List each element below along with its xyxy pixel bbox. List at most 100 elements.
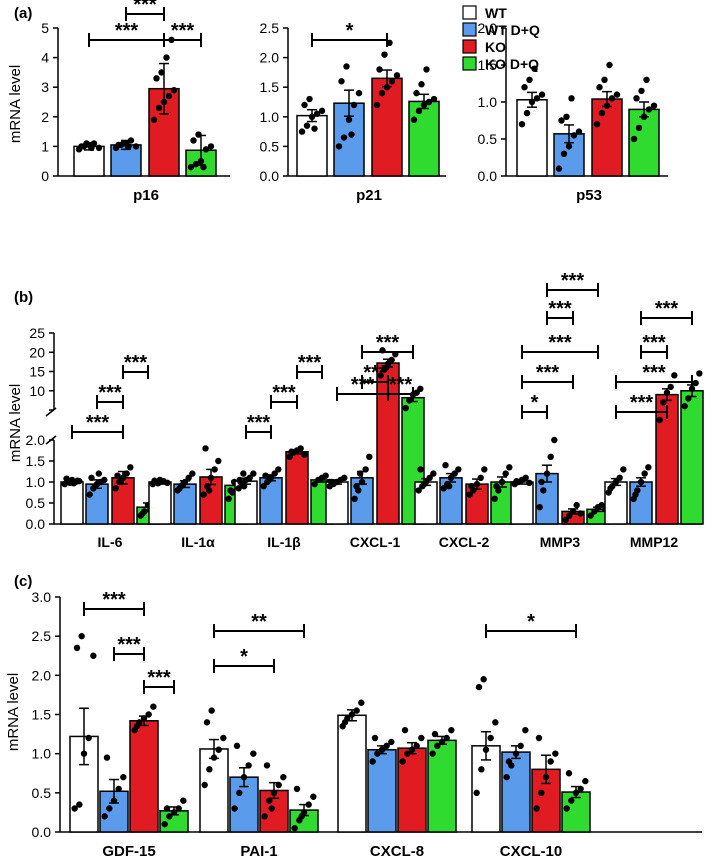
data-point [366, 453, 373, 460]
data-point [638, 87, 645, 95]
data-point [227, 487, 234, 494]
data-point [482, 746, 490, 753]
data-point [560, 150, 568, 157]
y-tick-label: 1.5 [32, 707, 52, 723]
legend-label: KO D+Q [485, 56, 539, 72]
sig-label: *** [124, 352, 148, 374]
data-point [297, 445, 304, 452]
data-point [205, 487, 213, 494]
data-point [90, 652, 97, 659]
data-point [513, 477, 520, 485]
data-point [335, 143, 343, 150]
data-point [376, 66, 383, 73]
sig-label: *** [272, 382, 296, 404]
y-tick-label: 3 [41, 79, 49, 95]
sig-label: *** [548, 298, 572, 320]
y-tick-label: 2.0 [478, 20, 498, 36]
sig-label: *** [389, 374, 413, 396]
data-point [417, 466, 424, 473]
data-point [202, 146, 210, 153]
data-point [423, 66, 430, 73]
data-point [76, 801, 83, 808]
data-point [86, 491, 93, 498]
data-point [362, 466, 369, 473]
data-point [200, 163, 207, 171]
data-point [633, 95, 640, 102]
group-1: IL-1α [148, 445, 248, 550]
data-point [555, 165, 563, 172]
data-point [445, 483, 453, 490]
data-point [373, 101, 381, 109]
data-point [250, 470, 257, 477]
data-point [158, 69, 165, 76]
data-point [155, 104, 163, 112]
y-tick-label: 3.0 [32, 589, 52, 605]
data-point [117, 476, 125, 484]
data-point [114, 472, 121, 479]
data-point [95, 470, 103, 477]
data-point [120, 140, 127, 147]
data-point [203, 719, 211, 726]
data-point [179, 480, 187, 488]
data-point [593, 121, 601, 128]
data-point [377, 372, 384, 379]
data-point [73, 644, 81, 652]
data-point [356, 470, 364, 477]
x-category-label: IL-1α [181, 534, 215, 550]
data-point [566, 512, 573, 519]
data-point [406, 397, 413, 404]
data-point [225, 495, 232, 502]
data-point [355, 89, 363, 97]
data-point [270, 789, 278, 797]
data-point [630, 135, 638, 143]
data-point [215, 746, 222, 753]
data-point [538, 789, 545, 797]
data-point [358, 478, 366, 486]
data-point [517, 742, 524, 750]
bar-p16-0 [73, 145, 105, 177]
data-point [481, 466, 488, 473]
bar-b4-2 [465, 483, 489, 525]
data-point [211, 466, 218, 473]
data-point [533, 95, 541, 102]
bar-b1-0 [148, 481, 172, 525]
data-point [502, 470, 509, 477]
data-point [577, 510, 584, 517]
data-point [681, 402, 688, 410]
data-point [393, 72, 401, 79]
data-point [473, 789, 480, 797]
data-point [262, 472, 269, 479]
data-point [643, 76, 650, 84]
data-point [200, 491, 207, 498]
y-tick-label: 1.5 [26, 453, 46, 469]
data-point [163, 54, 170, 61]
data-point [288, 448, 295, 455]
data-point [448, 726, 455, 734]
sig-label: *** [147, 667, 171, 689]
data-point [551, 436, 558, 444]
data-point [512, 750, 520, 757]
data-point [503, 773, 510, 781]
data-point [570, 132, 578, 139]
data-point [164, 479, 171, 487]
data-point [91, 483, 99, 490]
bar-b5-0 [510, 481, 534, 525]
y-tick-label: 2.0 [32, 667, 52, 683]
panel-b: (b) mRNA level 10 15 20 25 0.0 0.5 1.0 1.5 2.0 IL-6… [7, 270, 704, 550]
data-point [160, 98, 168, 106]
y-tick-label: 0.5 [26, 495, 46, 511]
data-point [101, 813, 108, 820]
data-point [438, 738, 446, 746]
x-category-label: CXCL-8 [370, 843, 424, 860]
data-point [562, 516, 569, 523]
data-point [275, 466, 282, 473]
data-point [318, 107, 326, 115]
data-point [303, 122, 311, 129]
data-point [101, 476, 108, 484]
data-point [408, 746, 416, 753]
data-point [265, 476, 273, 484]
data-point [404, 750, 411, 757]
y-tick-label: 1.0 [26, 474, 46, 490]
data-point [161, 820, 168, 828]
